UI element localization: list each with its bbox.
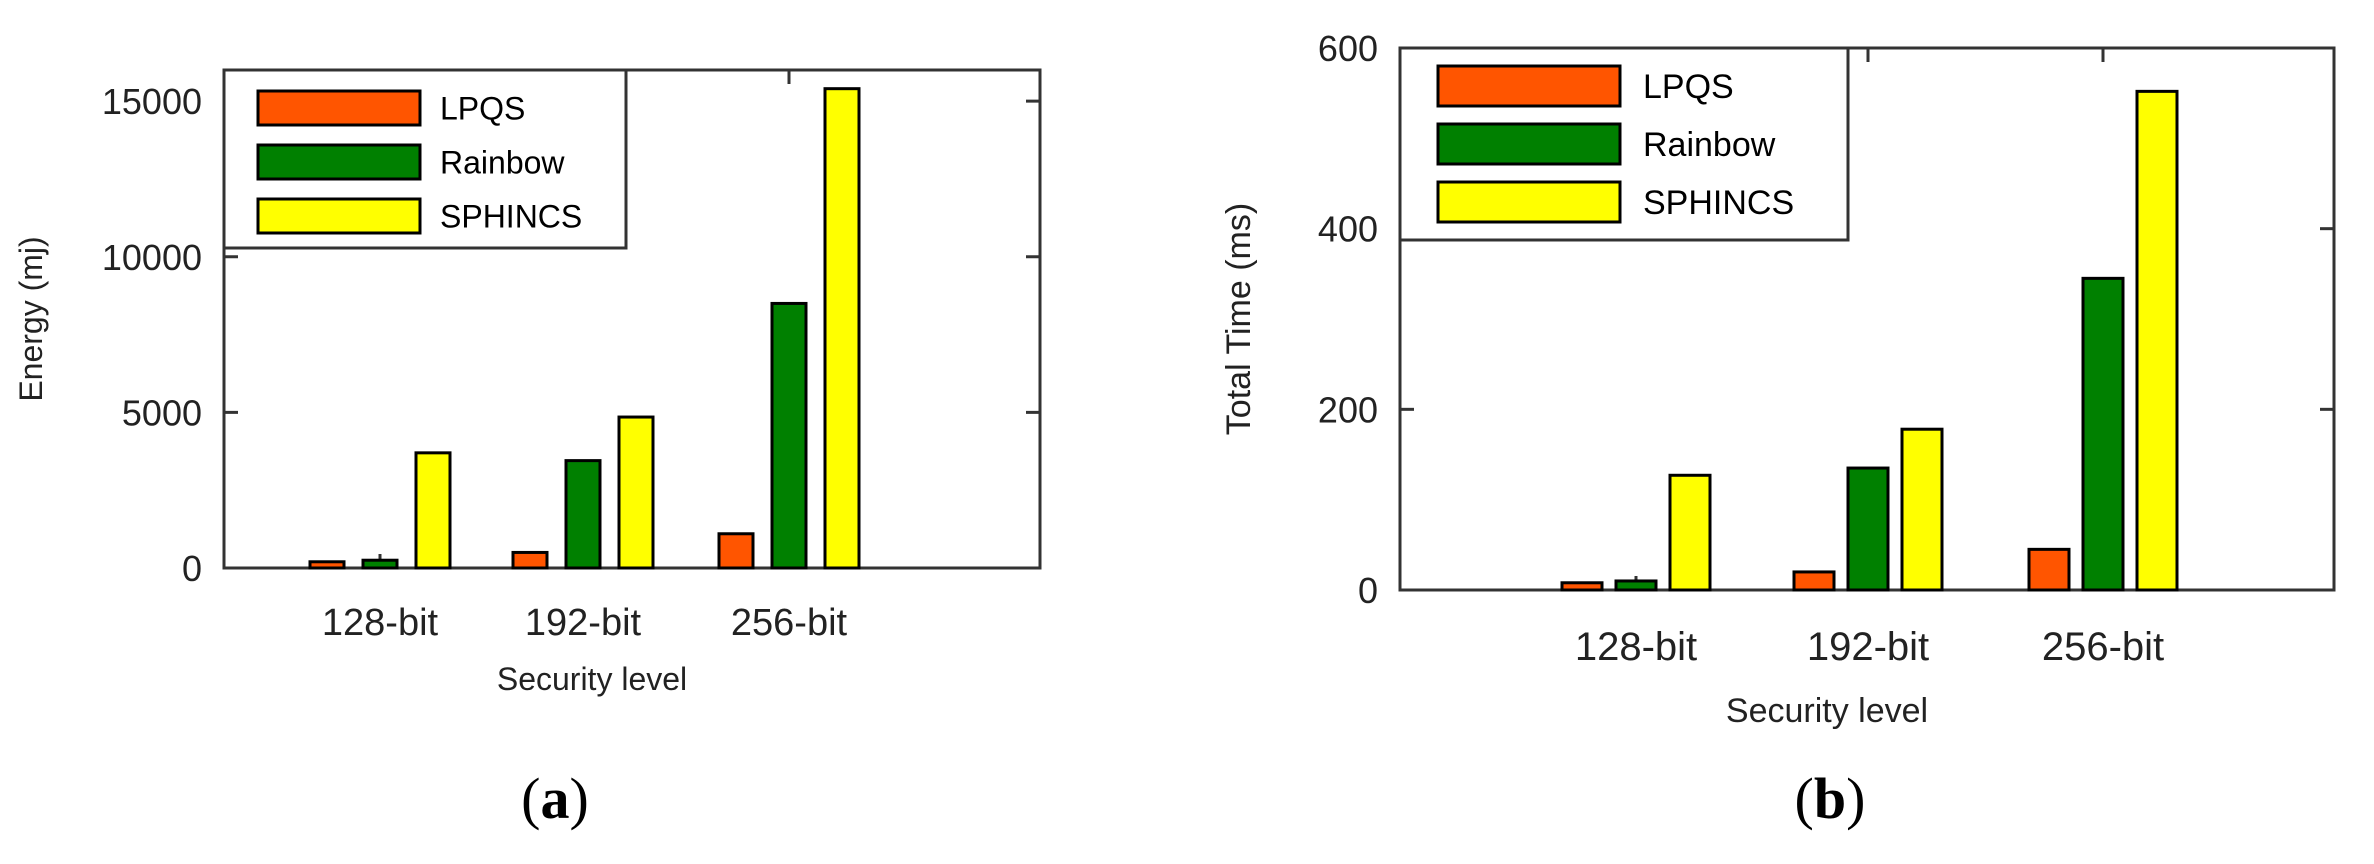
bar-lpqs-192-bit: [511, 550, 549, 570]
y-tick-label: 400: [1318, 209, 1378, 250]
x-tick-label: 192-bit: [525, 602, 642, 644]
bar-lpqs-128-bit: [1560, 581, 1604, 592]
legend-label-sphincs: SPHINCS: [1643, 184, 1794, 222]
legend-swatch-sphincs: [256, 197, 422, 235]
y-tick-label: 10000: [102, 237, 202, 278]
legend: LPQS Rainbow SPHINCS: [222, 68, 628, 250]
bar-lpqs-256-bit: [2027, 547, 2071, 592]
bar-rainbow-128-bit: [361, 558, 399, 570]
legend-label-rainbow: Rainbow: [440, 145, 565, 181]
y-axis-title: Energy (mj): [13, 236, 49, 401]
bar-sphincs-128-bit: [1668, 473, 1712, 592]
legend-label-lpqs: LPQS: [1643, 68, 1734, 106]
y-tick-label: 200: [1318, 389, 1378, 430]
y-axis-title: Total Time (ms): [1220, 203, 1258, 435]
x-axis-title: Security level: [497, 661, 687, 697]
bar-sphincs-256-bit: [823, 87, 861, 570]
panel-caption: (b): [1795, 766, 1866, 831]
legend-swatch-rainbow: [1436, 122, 1622, 166]
legend-swatch-lpqs: [1436, 64, 1622, 108]
bar-rainbow-256-bit: [770, 301, 808, 570]
y-tick-label: 15000: [102, 81, 202, 122]
bar-rainbow-192-bit: [564, 459, 602, 570]
bar-lpqs-192-bit: [1792, 570, 1836, 592]
x-tick-label: 256-bit: [731, 602, 848, 644]
x-tick-label: 192-bit: [1807, 625, 1929, 669]
legend-swatch-lpqs: [256, 89, 422, 127]
legend-swatch-rainbow: [256, 143, 422, 181]
bar-sphincs-128-bit: [414, 451, 452, 570]
legend-swatch-sphincs: [1436, 180, 1622, 224]
x-axis-title: Security level: [1726, 692, 1928, 730]
legend-label-lpqs: LPQS: [440, 91, 525, 127]
bar-sphincs-192-bit: [1900, 427, 1944, 592]
x-tick-label: 256-bit: [2042, 625, 2164, 669]
y-tick-label: 600: [1318, 28, 1378, 69]
panel-caption: (a): [521, 766, 589, 831]
chart-panel-a: 0 5000 10000 15000 128-bit 192-bit 256-bit Secu…: [13, 68, 1042, 831]
chart-panel-b: 0 200 400 600 128-bit 192-bit 256-bit Security …: [1220, 28, 2336, 831]
legend: LPQS Rainbow SPHINCS: [1398, 46, 1850, 242]
bar-rainbow-256-bit: [2081, 276, 2125, 592]
bar-sphincs-192-bit: [617, 415, 655, 570]
x-tick-label: 128-bit: [322, 602, 439, 644]
bar-sphincs-256-bit: [2135, 89, 2179, 592]
bar-lpqs-256-bit: [717, 532, 755, 570]
y-tick-label: 0: [182, 548, 202, 589]
legend-label-sphincs: SPHINCS: [440, 199, 582, 235]
bar-lpqs-128-bit: [308, 560, 346, 570]
legend-label-rainbow: Rainbow: [1643, 126, 1776, 164]
x-tick-label: 128-bit: [1575, 625, 1697, 669]
bar-rainbow-128-bit: [1614, 579, 1658, 592]
bar-rainbow-192-bit: [1846, 466, 1890, 592]
y-tick-label: 0: [1358, 570, 1378, 611]
y-tick-label: 5000: [122, 392, 202, 433]
